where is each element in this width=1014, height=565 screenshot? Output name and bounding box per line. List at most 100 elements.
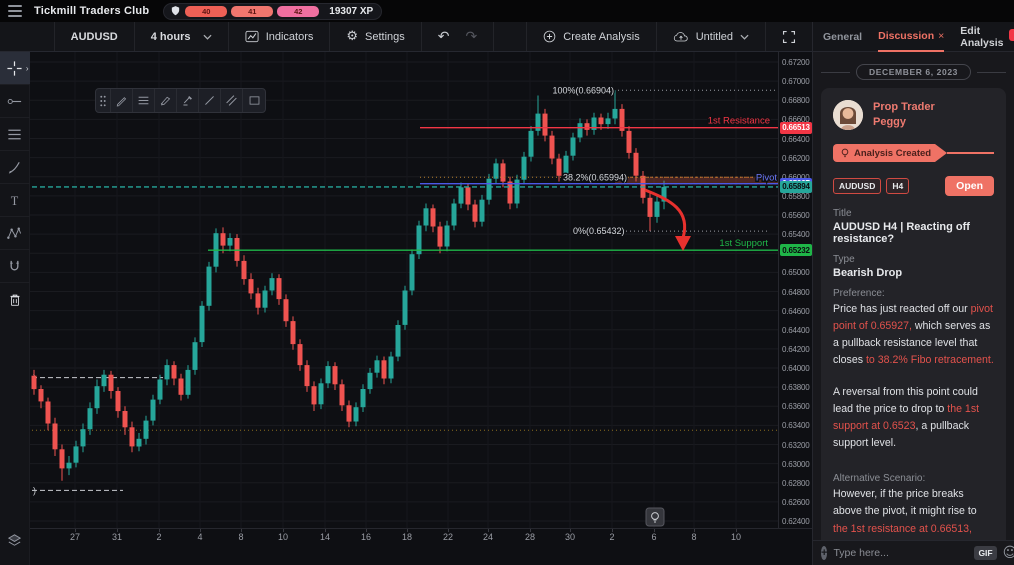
pref-text-1: Price has just reacted off our <box>833 303 971 315</box>
time-axis[interactable]: 27 31 2 4 8 10 14 16 18 22 24 28 30 2 6 8 10 <box>30 528 778 546</box>
tool-text[interactable]: T <box>0 184 30 217</box>
ribbon-label: Analysis Created <box>854 147 932 159</box>
hamburger-menu-icon[interactable] <box>0 5 30 17</box>
price-axis[interactable]: 0.67200 0.67000 0.66800 0.66600 0.66400 0.662… <box>778 52 812 528</box>
settings-label: Settings <box>365 30 405 43</box>
tool-trendline[interactable] <box>0 85 30 118</box>
candlestick-chart[interactable]: ))100%(0.66904)38.2%(0.65994)0%(0.65432)… <box>30 52 779 528</box>
rectangle-tool-icon[interactable] <box>243 89 265 112</box>
highlighter-tool-icon[interactable] <box>177 89 199 112</box>
time-tick: 22 <box>442 532 454 542</box>
drag-handle-icon[interactable] <box>96 89 111 112</box>
price-tick: 0.62600 <box>782 497 810 507</box>
trash-icon <box>10 294 19 306</box>
chevron-down-icon <box>203 34 212 40</box>
tool-crosshair[interactable]: › <box>0 52 30 85</box>
create-analysis-button[interactable]: Create Analysis <box>526 22 657 51</box>
redo-icon[interactable]: ↷ <box>465 28 478 45</box>
discussion-feed[interactable]: DECEMBER 6, 2023 Prop Trader <box>813 52 1014 540</box>
level-badge-41: 41 <box>231 5 274 17</box>
instrument-badge-row: AUDUSD H4 Open <box>833 176 994 196</box>
price-tick: 0.64200 <box>782 344 810 354</box>
floating-drawing-toolbar <box>95 88 266 113</box>
close-tab-icon[interactable]: × <box>938 29 945 42</box>
text-tool-icon: T <box>11 193 19 207</box>
save-layout-dropdown[interactable]: Untitled <box>657 22 766 51</box>
tool-fib-retracement[interactable] <box>0 118 30 151</box>
pencil-tool-icon[interactable] <box>111 89 133 112</box>
open-button[interactable]: Open <box>945 176 994 196</box>
pref-text-2: which serves as a pullback resistance le… <box>833 320 991 367</box>
alt-highlight-resistance: the 1st resistance at 0.66513, <box>833 522 972 535</box>
time-tick: 2 <box>156 532 162 542</box>
time-tick: 10 <box>277 532 289 542</box>
analysis-card[interactable]: Prop Trader Peggy Analysis Created <box>821 88 1006 540</box>
author-name: Peggy <box>873 116 907 128</box>
chat-input[interactable] <box>833 547 969 559</box>
symbol-button[interactable]: AUDUSD <box>55 22 135 51</box>
xp-total: 19307 XP <box>329 5 374 17</box>
expand-tools-arrow[interactable]: › <box>25 64 29 73</box>
gif-button[interactable]: GIF <box>974 546 997 560</box>
reversal-text-2: , a pullback support level. <box>833 419 970 450</box>
tool-magnet[interactable] <box>0 250 30 283</box>
time-tick: 2 <box>609 532 615 542</box>
parallel-channel-tool-icon[interactable] <box>221 89 243 112</box>
crosshair-icon <box>7 60 22 76</box>
chat-input-bar: + GIF ☺ <box>813 540 1014 565</box>
chart-plot[interactable]: ))100%(0.66904)38.2%(0.65994)0%(0.65432)… <box>30 52 779 528</box>
brush-tool-icon[interactable] <box>155 89 177 112</box>
brush-icon <box>8 161 20 174</box>
line-tool-icon[interactable] <box>199 89 221 112</box>
xp-level-pill[interactable]: 40 41 42 19307 XP <box>163 2 383 20</box>
tool-delete-drawings[interactable] <box>0 283 30 316</box>
trendline-icon <box>7 98 22 104</box>
emoji-icon[interactable]: ☺ <box>1002 545 1014 561</box>
fib-lines-tool-icon[interactable] <box>133 89 155 112</box>
price-tick: 0.64800 <box>782 287 810 297</box>
time-tick: 6 <box>651 532 657 542</box>
settings-button[interactable]: ⚙ Settings <box>330 22 422 51</box>
timeframe-badge: H4 <box>886 178 910 194</box>
indicators-label: Indicators <box>265 30 314 43</box>
undo-icon[interactable]: ↶ <box>437 28 450 45</box>
price-tick: 0.66400 <box>782 134 810 144</box>
tab-edit-analysis[interactable]: Edit Analysis <box>960 24 1004 49</box>
tool-xabcd-pattern[interactable] <box>0 217 30 250</box>
tool-object-tree[interactable] <box>0 524 30 557</box>
price-tick: 0.63800 <box>782 383 810 393</box>
price-badge: 0.66513 <box>780 121 812 134</box>
price-tick: 0.66600 <box>782 115 810 125</box>
tab-general[interactable]: General <box>823 30 863 43</box>
time-tick: 10 <box>730 532 742 542</box>
tool-brush[interactable] <box>0 151 30 184</box>
author-role: Prop Trader <box>873 101 935 114</box>
timeframe-value: 4 hours <box>150 30 191 43</box>
reversal-text-1: A reversal from this point could lead th… <box>833 385 978 415</box>
avatar[interactable] <box>833 100 863 130</box>
price-tick: 0.62800 <box>782 478 810 488</box>
indicators-button[interactable]: Indicators <box>229 22 331 51</box>
indicators-icon <box>245 30 259 43</box>
notification-indicator <box>1009 29 1014 41</box>
tab-discussion-label: Discussion <box>878 29 935 42</box>
timeframe-dropdown[interactable]: 4 hours <box>135 22 229 51</box>
price-tick: 0.64400 <box>782 325 810 335</box>
svg-text:1st Resistance: 1st Resistance <box>708 116 770 127</box>
fullscreen-button[interactable] <box>766 22 812 51</box>
svg-text:): ) <box>33 485 36 495</box>
chevron-down-icon <box>740 34 749 40</box>
price-tick: 0.65400 <box>782 230 810 240</box>
axis-corner <box>778 528 812 546</box>
symbol-badge: AUDUSD <box>833 178 882 194</box>
author-row: Prop Trader Peggy <box>833 100 994 130</box>
gear-icon: ⚙ <box>346 29 359 44</box>
tab-discussion[interactable]: Discussion × <box>878 22 945 52</box>
price-tick: 0.65000 <box>782 268 810 278</box>
attach-icon[interactable]: + <box>821 546 828 560</box>
svg-text:38.2%(0.65994): 38.2%(0.65994) <box>563 172 627 182</box>
price-tick: 0.64600 <box>782 306 810 316</box>
time-tick: 27 <box>69 532 81 542</box>
price-tick: 0.66200 <box>782 153 810 163</box>
